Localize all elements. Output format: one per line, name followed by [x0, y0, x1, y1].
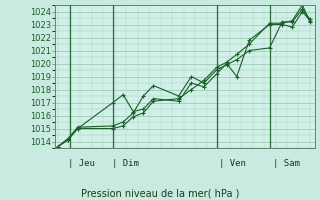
Text: | Jeu: | Jeu: [68, 159, 95, 168]
Text: | Ven: | Ven: [219, 159, 246, 168]
Text: | Sam: | Sam: [273, 159, 300, 168]
Text: Pression niveau de la mer( hPa ): Pression niveau de la mer( hPa ): [81, 188, 239, 198]
Text: | Dim: | Dim: [112, 159, 139, 168]
